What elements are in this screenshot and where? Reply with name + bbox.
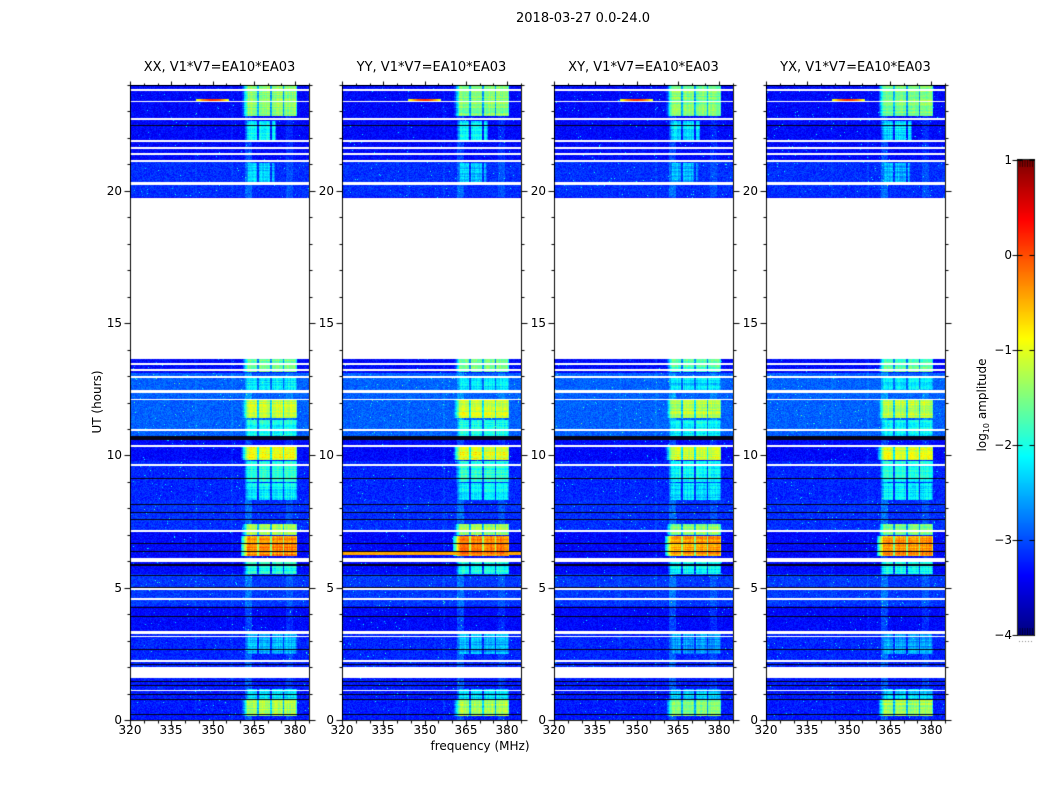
spectrogram-canvas-xx bbox=[130, 85, 309, 720]
y-tick-label: 20 bbox=[106, 184, 122, 198]
panel-title-xy: XY, V1*V7=EA10*EA03 bbox=[568, 60, 719, 75]
x-tick-label: 320 bbox=[118, 723, 142, 737]
figure-title: 2018-03-27 0.0-24.0 bbox=[516, 11, 650, 26]
y-tick-label: 15 bbox=[318, 316, 334, 330]
y-tick-label: 5 bbox=[750, 581, 758, 595]
colorbar-tick-label: −1 bbox=[994, 343, 1012, 357]
colorbar-tick-label: 1 bbox=[1004, 153, 1012, 167]
y-tick-label: 10 bbox=[530, 448, 546, 462]
x-tick-label: 350 bbox=[413, 723, 437, 737]
colorbar-tick-label: −2 bbox=[994, 438, 1012, 452]
y-tick-label: 20 bbox=[530, 184, 546, 198]
y-tick-label: 0 bbox=[538, 713, 546, 727]
x-tick-label: 335 bbox=[583, 723, 607, 737]
y-tick-label: 5 bbox=[538, 581, 546, 595]
x-tick-label: 380 bbox=[495, 723, 519, 737]
x-tick-label: 335 bbox=[159, 723, 183, 737]
y-tick-label: 15 bbox=[106, 316, 122, 330]
y-tick-label: 0 bbox=[750, 713, 758, 727]
panel-title-yx: YX, V1*V7=EA10*EA03 bbox=[780, 60, 931, 75]
y-tick-label: 20 bbox=[742, 184, 758, 198]
colorbar-gradient bbox=[1018, 160, 1034, 635]
x-tick-label: 380 bbox=[283, 723, 307, 737]
x-tick-label: 320 bbox=[542, 723, 566, 737]
spectrogram-canvas-yy bbox=[342, 85, 521, 720]
colorbar-tick-label: −3 bbox=[994, 533, 1012, 547]
x-tick-label: 335 bbox=[371, 723, 395, 737]
x-tick-label: 380 bbox=[919, 723, 943, 737]
y-tick-label: 5 bbox=[114, 581, 122, 595]
x-axis-label: frequency (MHz) bbox=[430, 739, 530, 753]
y-tick-label: 15 bbox=[530, 316, 546, 330]
x-tick-label: 365 bbox=[242, 723, 266, 737]
y-tick-label: 0 bbox=[114, 713, 122, 727]
y-tick-label: 15 bbox=[742, 316, 758, 330]
spectrogram-canvas-yx bbox=[766, 85, 945, 720]
y-tick-label: 0 bbox=[326, 713, 334, 727]
colorbar-tick-label: −4 bbox=[994, 628, 1012, 642]
x-tick-label: 365 bbox=[666, 723, 690, 737]
x-tick-label: 380 bbox=[707, 723, 731, 737]
spectrogram-canvas-xy bbox=[554, 85, 733, 720]
x-tick-label: 365 bbox=[878, 723, 902, 737]
y-tick-label: 10 bbox=[318, 448, 334, 462]
x-tick-label: 350 bbox=[625, 723, 649, 737]
colorbar-tick-label: 0 bbox=[1004, 248, 1012, 262]
panel-title-yy: YY, V1*V7=EA10*EA03 bbox=[356, 60, 507, 75]
y-tick-label: 20 bbox=[318, 184, 334, 198]
panel-title-xx: XX, V1*V7=EA10*EA03 bbox=[143, 60, 296, 75]
x-tick-label: 350 bbox=[837, 723, 861, 737]
x-tick-label: 335 bbox=[795, 723, 819, 737]
y-tick-label: 10 bbox=[106, 448, 122, 462]
y-tick-label: 10 bbox=[742, 448, 758, 462]
x-tick-label: 350 bbox=[201, 723, 225, 737]
y-tick-label: 5 bbox=[326, 581, 334, 595]
x-tick-label: 320 bbox=[330, 723, 354, 737]
x-tick-label: 365 bbox=[454, 723, 478, 737]
x-tick-label: 320 bbox=[754, 723, 778, 737]
